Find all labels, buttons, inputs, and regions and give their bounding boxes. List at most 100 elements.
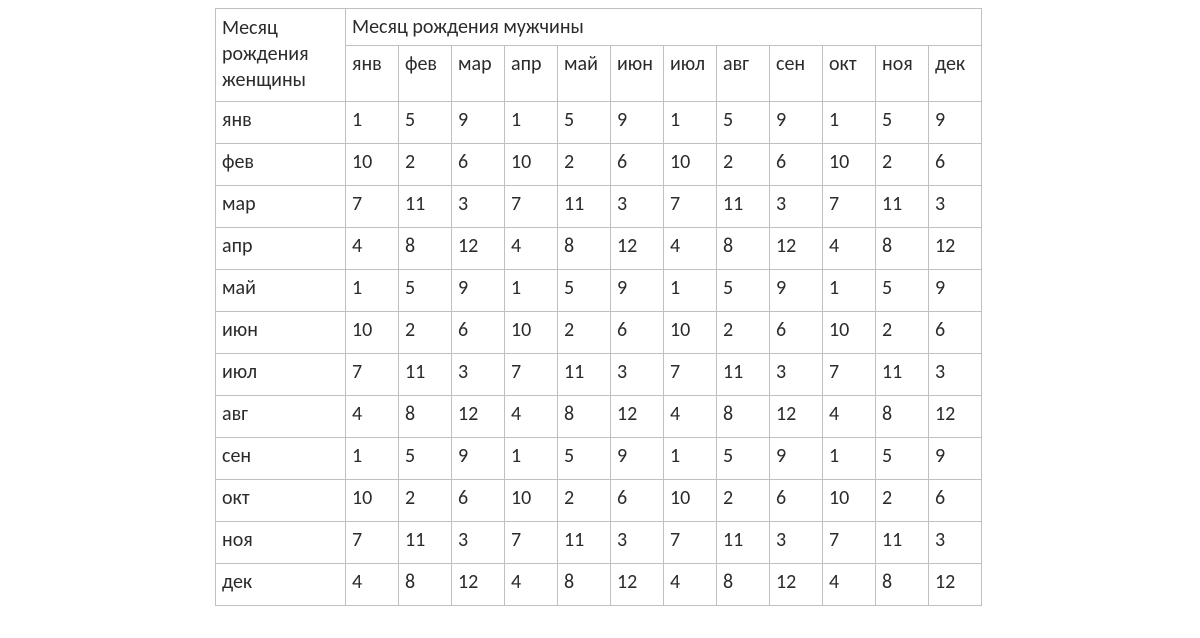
column-header: июл xyxy=(664,46,717,102)
row-header: дек xyxy=(216,564,346,606)
data-cell: 2 xyxy=(717,144,770,186)
table-head: Месяц рождения женщины Месяц рождения му… xyxy=(216,9,982,102)
data-cell: 12 xyxy=(770,564,823,606)
data-cell: 12 xyxy=(611,228,664,270)
data-cell: 10 xyxy=(505,312,558,354)
data-cell: 10 xyxy=(823,480,876,522)
data-cell: 2 xyxy=(717,480,770,522)
data-cell: 2 xyxy=(558,144,611,186)
data-cell: 5 xyxy=(399,270,452,312)
data-cell: 5 xyxy=(717,270,770,312)
data-cell: 11 xyxy=(717,186,770,228)
data-cell: 2 xyxy=(399,480,452,522)
data-cell: 12 xyxy=(929,396,982,438)
data-cell: 10 xyxy=(664,312,717,354)
data-cell: 11 xyxy=(399,522,452,564)
data-cell: 4 xyxy=(664,396,717,438)
table-row: сен159159159159 xyxy=(216,438,982,480)
data-cell: 3 xyxy=(611,186,664,228)
data-cell: 6 xyxy=(929,144,982,186)
corner-header: Месяц рождения женщины xyxy=(216,9,346,102)
data-cell: 7 xyxy=(664,522,717,564)
data-cell: 7 xyxy=(346,522,399,564)
data-cell: 3 xyxy=(770,354,823,396)
data-cell: 6 xyxy=(770,312,823,354)
data-cell: 1 xyxy=(664,438,717,480)
corner-header-line3: женщины xyxy=(222,67,339,93)
data-cell: 4 xyxy=(346,564,399,606)
data-cell: 6 xyxy=(452,312,505,354)
data-cell: 2 xyxy=(876,144,929,186)
data-cell: 1 xyxy=(664,270,717,312)
data-cell: 8 xyxy=(399,396,452,438)
data-cell: 7 xyxy=(505,186,558,228)
data-cell: 12 xyxy=(452,564,505,606)
data-cell: 9 xyxy=(929,438,982,480)
data-cell: 9 xyxy=(611,270,664,312)
data-cell: 5 xyxy=(717,438,770,480)
data-cell: 10 xyxy=(823,312,876,354)
row-header: июл xyxy=(216,354,346,396)
data-cell: 3 xyxy=(452,354,505,396)
data-cell: 1 xyxy=(823,438,876,480)
data-cell: 3 xyxy=(929,522,982,564)
data-cell: 4 xyxy=(823,564,876,606)
data-cell: 7 xyxy=(346,354,399,396)
data-cell: 11 xyxy=(876,522,929,564)
data-cell: 3 xyxy=(452,522,505,564)
data-cell: 4 xyxy=(505,228,558,270)
table-body: янв159159159159фев1026102610261026мар711… xyxy=(216,102,982,606)
data-cell: 3 xyxy=(770,186,823,228)
row-header: июн xyxy=(216,312,346,354)
data-cell: 11 xyxy=(717,522,770,564)
data-cell: 12 xyxy=(611,396,664,438)
data-cell: 8 xyxy=(876,396,929,438)
data-cell: 2 xyxy=(558,312,611,354)
data-cell: 1 xyxy=(346,438,399,480)
data-cell: 4 xyxy=(823,228,876,270)
data-cell: 5 xyxy=(558,102,611,144)
table-row: ноя7113711371137113 xyxy=(216,522,982,564)
data-cell: 5 xyxy=(558,270,611,312)
data-cell: 1 xyxy=(505,102,558,144)
data-cell: 1 xyxy=(346,102,399,144)
data-cell: 9 xyxy=(611,102,664,144)
data-cell: 8 xyxy=(717,396,770,438)
column-header: ноя xyxy=(876,46,929,102)
data-cell: 8 xyxy=(399,228,452,270)
data-cell: 6 xyxy=(929,312,982,354)
data-cell: 9 xyxy=(770,438,823,480)
data-cell: 10 xyxy=(823,144,876,186)
data-cell: 5 xyxy=(876,438,929,480)
column-header: авг xyxy=(717,46,770,102)
table-row: май159159159159 xyxy=(216,270,982,312)
data-cell: 7 xyxy=(823,354,876,396)
data-cell: 5 xyxy=(558,438,611,480)
data-cell: 9 xyxy=(611,438,664,480)
corner-header-line2: рождения xyxy=(222,41,339,67)
row-header: мар xyxy=(216,186,346,228)
data-cell: 3 xyxy=(929,354,982,396)
data-cell: 11 xyxy=(876,354,929,396)
data-cell: 1 xyxy=(823,102,876,144)
data-cell: 5 xyxy=(399,438,452,480)
data-cell: 7 xyxy=(823,522,876,564)
table-row: окт1026102610261026 xyxy=(216,480,982,522)
data-cell: 4 xyxy=(823,396,876,438)
column-header: окт xyxy=(823,46,876,102)
data-cell: 12 xyxy=(611,564,664,606)
row-header: окт xyxy=(216,480,346,522)
data-cell: 10 xyxy=(505,480,558,522)
table-row: апр4812481248124812 xyxy=(216,228,982,270)
data-cell: 10 xyxy=(346,312,399,354)
data-cell: 9 xyxy=(452,102,505,144)
data-cell: 7 xyxy=(664,354,717,396)
data-cell: 10 xyxy=(346,144,399,186)
data-cell: 6 xyxy=(611,312,664,354)
data-cell: 7 xyxy=(664,186,717,228)
data-cell: 11 xyxy=(558,354,611,396)
row-header: фев xyxy=(216,144,346,186)
data-cell: 2 xyxy=(399,144,452,186)
table-row: июл7113711371137113 xyxy=(216,354,982,396)
data-cell: 9 xyxy=(770,270,823,312)
